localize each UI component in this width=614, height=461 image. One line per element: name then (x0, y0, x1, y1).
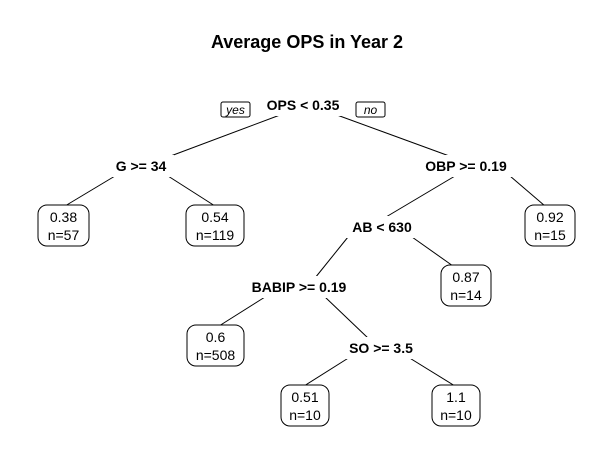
leaf-node: 0.87 n=14 (440, 264, 492, 307)
leaf-node: 1.1 n=10 (431, 384, 481, 427)
leaf-box (440, 264, 492, 307)
yes-tag: yes (220, 101, 251, 118)
edge-obp-leaf3 (509, 175, 546, 207)
leaf-value: 1.1 (446, 389, 466, 405)
split-g: G >= 34 (116, 158, 167, 174)
leaf-value: 0.51 (291, 389, 318, 405)
leaf-box (524, 204, 576, 247)
leaf-node: 0.6 n=508 (186, 324, 245, 367)
yes-tag-label: yes (225, 103, 245, 117)
split-bg-root (259, 94, 355, 116)
leaf-box (186, 324, 245, 367)
leaf-nodes: 0.38 n=57 0.54 n=119 0.92 n=15 0.87 n=14… (37, 204, 576, 427)
leaf-value: 0.87 (452, 269, 479, 285)
leaf-box (185, 204, 245, 247)
no-tag: no (355, 101, 386, 118)
leaf-box (280, 384, 330, 427)
split-babip: BABIP >= 0.19 (252, 279, 347, 295)
leaf-box (37, 204, 90, 247)
edge-g-leaf2 (167, 175, 216, 207)
leaf-count: n=119 (196, 227, 234, 243)
split-ab: AB < 630 (352, 219, 412, 235)
edge-babip-so (324, 296, 370, 340)
leaf-count: n=10 (289, 407, 321, 423)
split-bg-so (341, 337, 423, 359)
split-bg-babip (242, 276, 356, 298)
leaf-count: n=15 (534, 227, 566, 243)
tree-edges (64, 114, 546, 387)
split-root: OPS < 0.35 (267, 97, 340, 113)
edge-babip-leaf5 (218, 296, 266, 327)
leaf-count: n=57 (48, 227, 80, 243)
edge-obp-ab (385, 175, 456, 218)
split-bg-obp (417, 155, 515, 177)
split-nodes: OPS < 0.35 G >= 34 OBP >= 0.19 AB < 630 … (108, 94, 515, 359)
split-bg-g (108, 155, 174, 177)
split-bg-ab (345, 216, 419, 238)
leaf-value: 0.38 (50, 209, 77, 225)
edge-g-leaf1 (64, 175, 116, 207)
leaf-value: 0.54 (201, 209, 228, 225)
edge-so-leaf6 (303, 356, 351, 387)
diagram-title: Average OPS in Year 2 (211, 32, 403, 52)
leaf-count: n=10 (440, 407, 472, 423)
leaf-node: 0.54 n=119 (185, 204, 245, 247)
split-obp: OBP >= 0.19 (425, 158, 507, 174)
split-so: SO >= 3.5 (349, 340, 413, 356)
leaf-value: 0.92 (536, 209, 563, 225)
yes-tag-box (220, 101, 251, 118)
leaf-value: 0.6 (206, 329, 226, 345)
edge-ab-leaf4 (411, 236, 454, 267)
leaf-count: n=508 (196, 347, 236, 363)
no-tag-box (355, 101, 386, 118)
no-tag-label: no (364, 103, 378, 117)
edge-root-g (167, 114, 281, 158)
leaf-node: 0.92 n=15 (524, 204, 576, 247)
leaf-count: n=14 (450, 287, 482, 303)
edge-ab-babip (314, 236, 349, 279)
leaf-box (431, 384, 481, 427)
leaf-node: 0.38 n=57 (37, 204, 90, 247)
edge-root-obp (336, 114, 453, 158)
edge-so-leaf7 (407, 356, 456, 387)
leaf-node: 0.51 n=10 (280, 384, 330, 427)
